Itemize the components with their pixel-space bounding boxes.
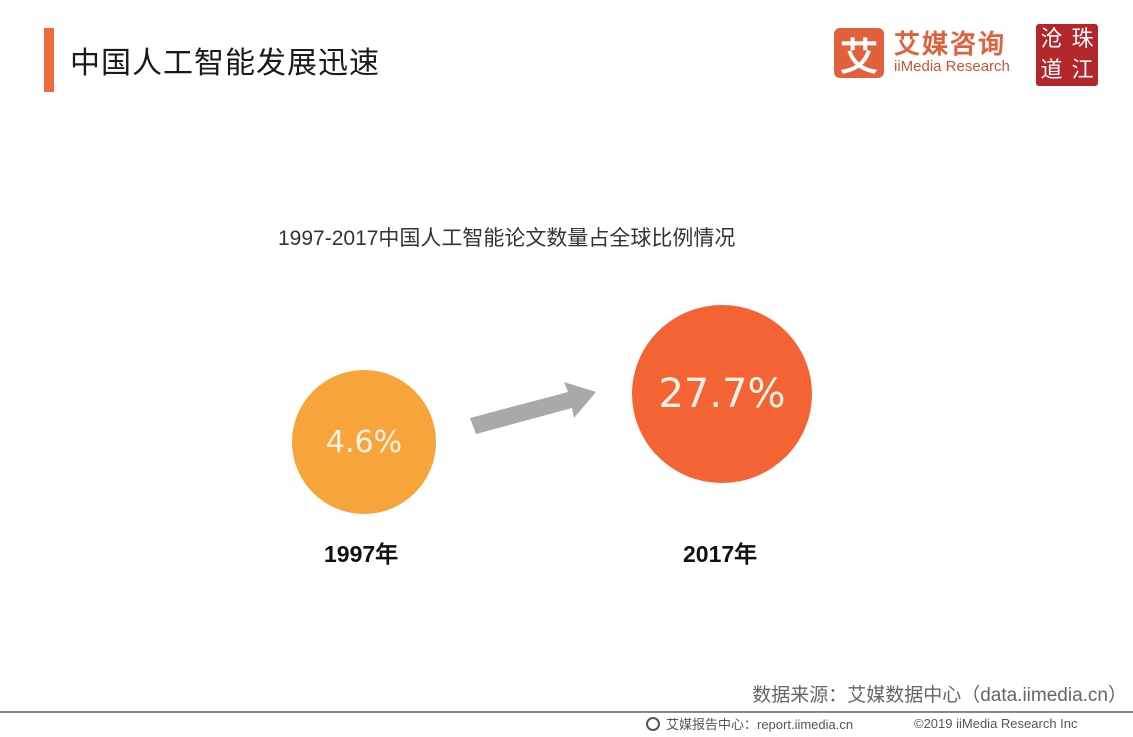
seal-char: 沧	[1040, 27, 1063, 52]
data-source: 数据来源：艾媒数据中心（data.iimedia.cn）	[752, 685, 1127, 706]
year-label-2017: 2017年	[683, 541, 758, 567]
seal-char: 珠	[1071, 27, 1094, 52]
bubble-1997: 4.6%	[292, 370, 436, 514]
globe-icon	[646, 716, 660, 731]
bubble-2017: 27.7%	[632, 305, 812, 483]
report-center-link[interactable]: 艾媒报告中心：report.iimedia.cn	[666, 717, 854, 732]
seal-char: 道	[1040, 58, 1063, 83]
growth-arrow-icon	[470, 382, 596, 434]
logo-name-cn: 艾媒咨询	[894, 29, 1007, 59]
copyright: ©2019 iiMedia Research Inc	[914, 716, 1078, 731]
logo-name-en: iiMedia Research	[894, 58, 1010, 75]
page-title: 中国人工智能发展迅速	[70, 47, 380, 80]
title-accent-bar	[44, 28, 54, 92]
iimedia-logo: 艾 艾媒咨询 iiMedia Research	[834, 28, 1010, 79]
logo-mark-icon: 艾	[834, 28, 884, 79]
chart-title: 1997-2017中国人工智能论文数量占全球比例情况	[278, 227, 736, 250]
bubble-value-2017: 27.7%	[658, 371, 786, 417]
footer: 艾媒报告中心：report.iimedia.cn ©2019 iiMedia R…	[646, 714, 1078, 733]
bubble-value-1997: 4.6%	[325, 424, 403, 460]
year-label-1997: 1997年	[324, 541, 399, 567]
footer-divider	[0, 711, 1133, 713]
seal-char: 江	[1071, 58, 1094, 83]
seal-stamp-icon: 沧 珠 道 江	[1036, 24, 1098, 86]
